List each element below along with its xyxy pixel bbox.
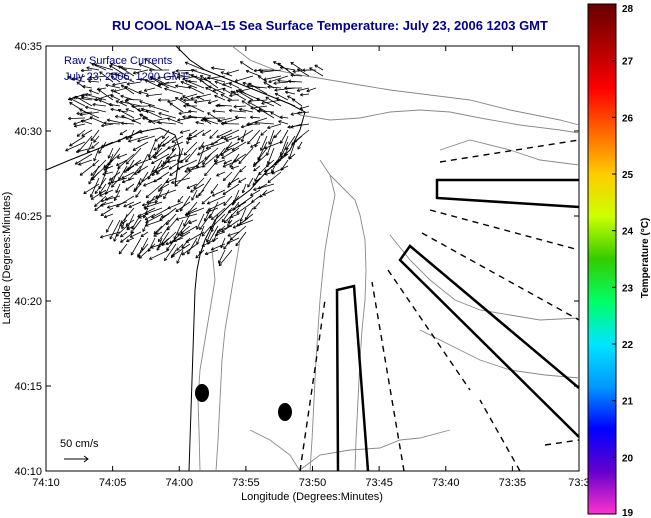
station-marker: [195, 384, 209, 402]
colorbar: 28 27 26 25 24 23 22 21 20 19 Temperature (°C): [587, 3, 651, 518]
scale-label: 50 cm/s: [60, 438, 99, 450]
x-tick-label: 74:00: [165, 477, 193, 489]
y-tick-label: 40:20: [14, 296, 42, 308]
x-tick-label: 73:55: [232, 477, 260, 489]
colorbar-tick-label: 27: [622, 57, 634, 68]
land-edge-upper: [45, 127, 181, 186]
x-tick-label: 73:35: [499, 477, 527, 489]
y-axis-label: Latitude (Degrees:Minutes): [1, 192, 13, 325]
colorbar-tick-label: 22: [622, 340, 634, 351]
colorbar-tick-label: 25: [622, 170, 634, 181]
y-axis-ticks: 40:35 40:30 40:25 40:20 40:15 40:10: [14, 41, 579, 478]
colorbar-tick-label: 20: [622, 453, 634, 464]
colorbar-tick-label: 28: [622, 4, 634, 15]
currents-label: Raw Surface Currents: [64, 55, 173, 67]
current-vectors: [65, 58, 324, 267]
colorbar-tick-label: 26: [622, 113, 634, 124]
x-tick-label: 73:40: [432, 477, 460, 489]
colorbar-ticks: 28 27 26 25 24 23 22 21 20 19: [612, 3, 634, 518]
x-tick-label: 73:45: [365, 477, 393, 489]
currents-date: July 23, 2006, 1200 GMT: [64, 71, 188, 83]
x-axis-ticks: 74:10 74:05 74:00 73:55 73:50 73:45 73:40 73:35…: [32, 46, 590, 489]
colorbar-tick-label: 19: [622, 508, 634, 518]
x-tick-label: 74:05: [99, 477, 127, 489]
channel-outline: [398, 244, 580, 438]
bathymetry-contours: [197, 45, 580, 472]
station-marker: [278, 403, 292, 421]
x-tick-label: 73:3: [568, 477, 589, 489]
channel-outline: [435, 178, 580, 209]
scale-arrowhead: [83, 455, 89, 463]
channel-outline: [335, 284, 370, 472]
colorbar-tick-label: 21: [622, 397, 634, 408]
colorbar-tick-label: 23: [622, 283, 634, 294]
y-tick-label: 40:10: [14, 466, 42, 478]
y-tick-label: 40:30: [14, 126, 42, 138]
map-plot: Raw Surface Currents July 23, 2006, 1200…: [45, 45, 580, 472]
figure-title: RU COOL NOAA–15 Sea Surface Temperature:…: [112, 18, 548, 33]
x-tick-label: 74:10: [32, 477, 60, 489]
x-tick-label: 73:50: [299, 477, 327, 489]
shipping-lanes: [299, 139, 580, 472]
colorbar-label: Temperature (°C): [640, 218, 651, 299]
colorbar-gradient: [587, 3, 617, 515]
x-axis-label: Longitude (Degrees:Minutes): [241, 491, 383, 503]
y-tick-label: 40:25: [14, 211, 42, 223]
colorbar-tick-label: 24: [622, 227, 634, 238]
y-tick-label: 40:15: [14, 381, 42, 393]
y-tick-label: 40:35: [14, 41, 42, 53]
